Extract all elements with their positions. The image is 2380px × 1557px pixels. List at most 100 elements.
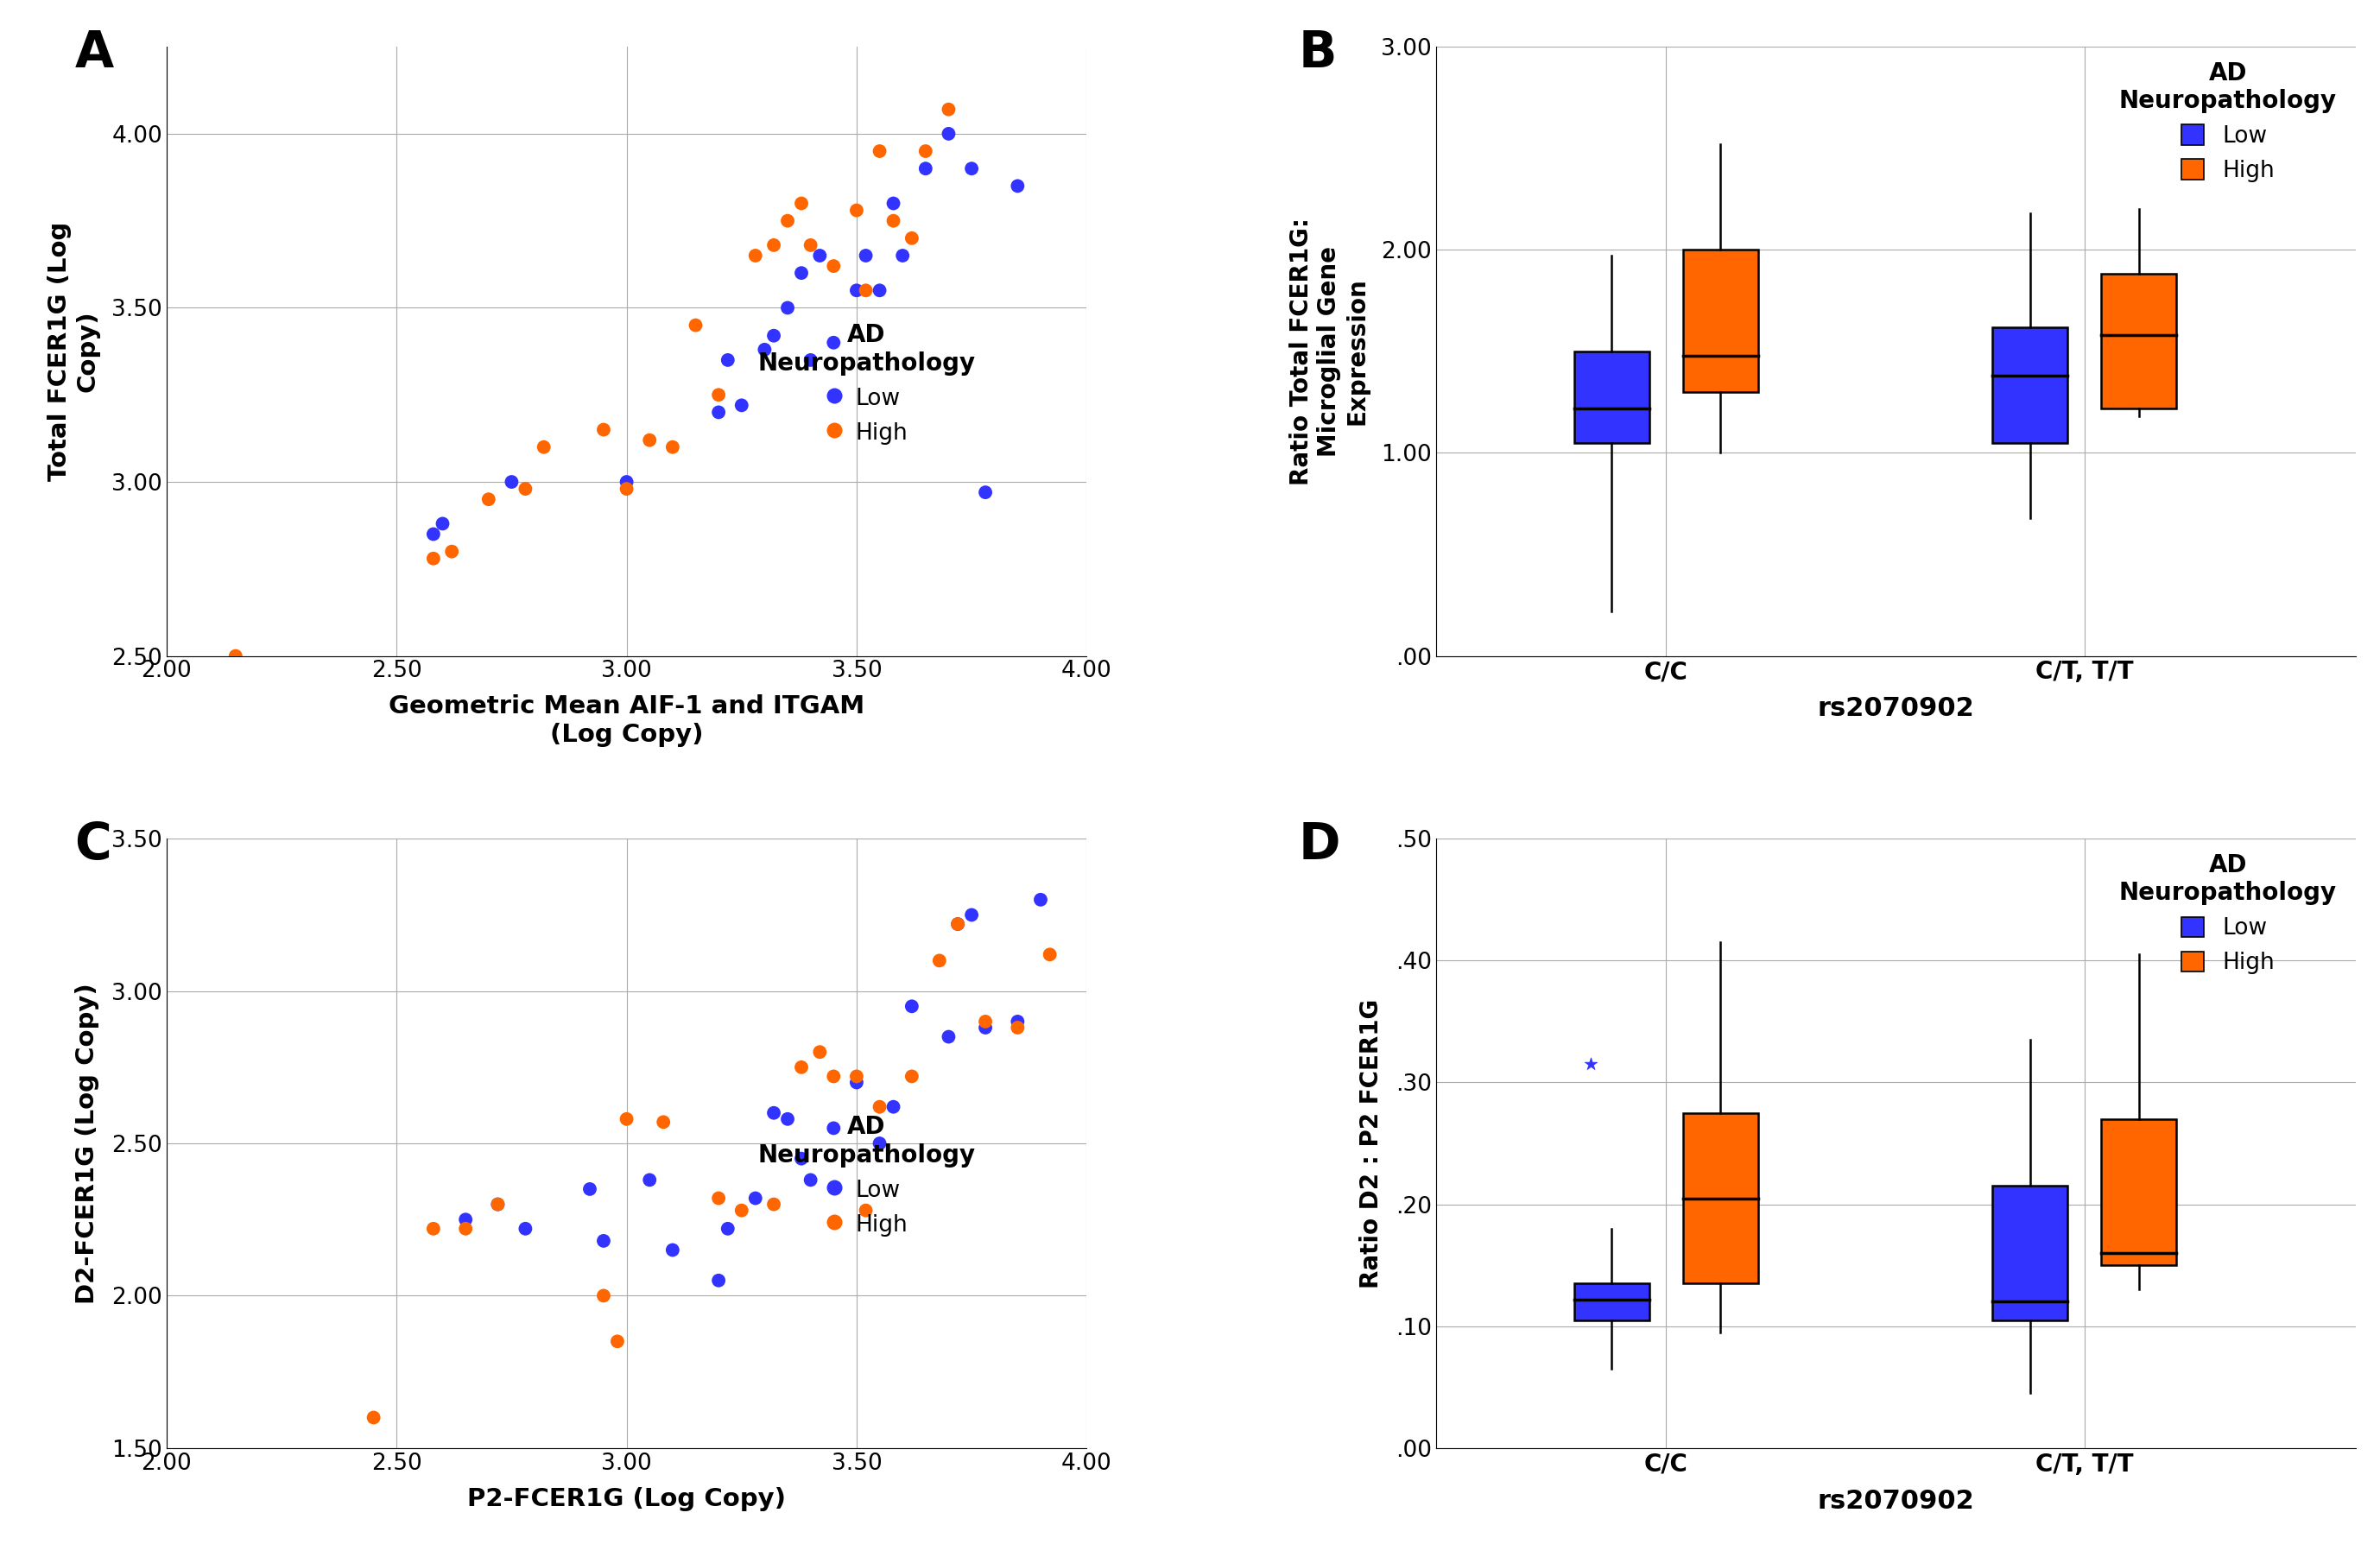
Point (709, 347, 747, 372)
Point (478, 1191, 516, 1216)
Legend: Low, High: Low, High (747, 1105, 985, 1246)
Point (814, 1116, 852, 1141)
Point (838, 198, 876, 223)
Point (355, 1404, 393, 1429)
Bar (1573, 1283, 1649, 1320)
Point (571, 1177, 609, 1202)
Point (814, 1063, 852, 1088)
Point (938, 911, 976, 936)
Text: D: D (1297, 821, 1340, 870)
Point (700, 400, 738, 425)
Point (952, 156, 990, 181)
Point (447, 1207, 486, 1232)
Point (931, 1025, 969, 1049)
Point (966, 1009, 1004, 1034)
Point (847, 279, 885, 304)
Point (655, 434, 693, 459)
Point (783, 1146, 821, 1171)
Point (769, 296, 807, 321)
Point (524, 434, 562, 459)
Point (783, 1054, 821, 1079)
Bar (1683, 249, 1759, 392)
Point (862, 1095, 900, 1119)
Point (217, 643, 255, 668)
Point (838, 1070, 876, 1095)
Point (907, 156, 945, 181)
Point (1021, 887, 1059, 912)
Point (769, 209, 807, 234)
Legend: Low, High: Low, High (2111, 51, 2347, 192)
Point (883, 243, 921, 268)
Point (1000, 1009, 1038, 1034)
Bar (2102, 1119, 2175, 1266)
Text: A: A (74, 28, 114, 78)
Point (469, 487, 507, 512)
Bar (1573, 352, 1649, 442)
Point (754, 232, 793, 257)
X-axis label: P2-FCER1G (Log Copy): P2-FCER1G (Log Copy) (466, 1487, 785, 1510)
Point (424, 511, 462, 536)
Point (800, 243, 838, 268)
Y-axis label: D2-FCER1G (Log Copy): D2-FCER1G (Log Copy) (76, 982, 100, 1303)
Text: B: B (1297, 28, 1338, 78)
Point (862, 1130, 900, 1155)
X-axis label: Geometric Mean AIF-1 and ITGAM
(Log Copy): Geometric Mean AIF-1 and ITGAM (Log Copy… (388, 694, 864, 747)
Y-axis label: Ratio Total FCER1G:
Microglial Gene
Expression: Ratio Total FCER1G: Microglial Gene Expr… (1290, 218, 1368, 486)
Point (655, 1238, 693, 1263)
Point (745, 338, 783, 363)
Bar (1683, 1113, 1759, 1283)
Point (507, 476, 545, 501)
Text: C: C (74, 821, 112, 870)
Point (862, 279, 900, 304)
Point (814, 254, 852, 279)
Point (838, 1063, 876, 1088)
Point (814, 330, 852, 355)
Point (735, 1186, 774, 1211)
Point (966, 480, 1004, 504)
Point (631, 1168, 669, 1193)
Point (585, 1283, 624, 1308)
Point (966, 1015, 1004, 1040)
Point (414, 547, 452, 571)
Point (478, 1191, 516, 1216)
Point (892, 1063, 931, 1088)
Point (847, 243, 885, 268)
Point (493, 470, 531, 495)
Point (1000, 173, 1038, 198)
X-axis label: rs2070902: rs2070902 (1818, 1488, 1975, 1513)
Point (892, 226, 931, 251)
Bar (1992, 1186, 2068, 1320)
Point (607, 1107, 645, 1132)
Point (800, 1040, 838, 1065)
Point (700, 1186, 738, 1211)
Point (783, 260, 821, 285)
Bar (2102, 274, 2175, 408)
Point (921, 948, 959, 973)
X-axis label: rs2070902: rs2070902 (1818, 696, 1975, 721)
Legend: Low, High: Low, High (747, 315, 985, 453)
Point (783, 192, 821, 216)
Point (585, 417, 624, 442)
Point (414, 522, 452, 547)
Point (447, 1216, 486, 1241)
Point (931, 97, 969, 121)
Point (507, 1216, 545, 1241)
Point (597, 1330, 635, 1355)
Point (952, 903, 990, 928)
Y-axis label: Ratio D2 : P2 FCER1G: Ratio D2 : P2 FCER1G (1359, 998, 1383, 1288)
Point (754, 1191, 793, 1216)
Point (793, 347, 831, 372)
Point (907, 139, 945, 163)
Point (754, 1101, 793, 1126)
Point (700, 1267, 738, 1292)
Point (847, 1197, 885, 1222)
Point (631, 428, 669, 453)
Point (433, 539, 471, 564)
Point (838, 279, 876, 304)
Point (585, 1228, 624, 1253)
Point (873, 209, 912, 234)
Point (645, 1110, 683, 1135)
Point (607, 470, 645, 495)
Point (1031, 942, 1069, 967)
Bar (1992, 327, 2068, 442)
